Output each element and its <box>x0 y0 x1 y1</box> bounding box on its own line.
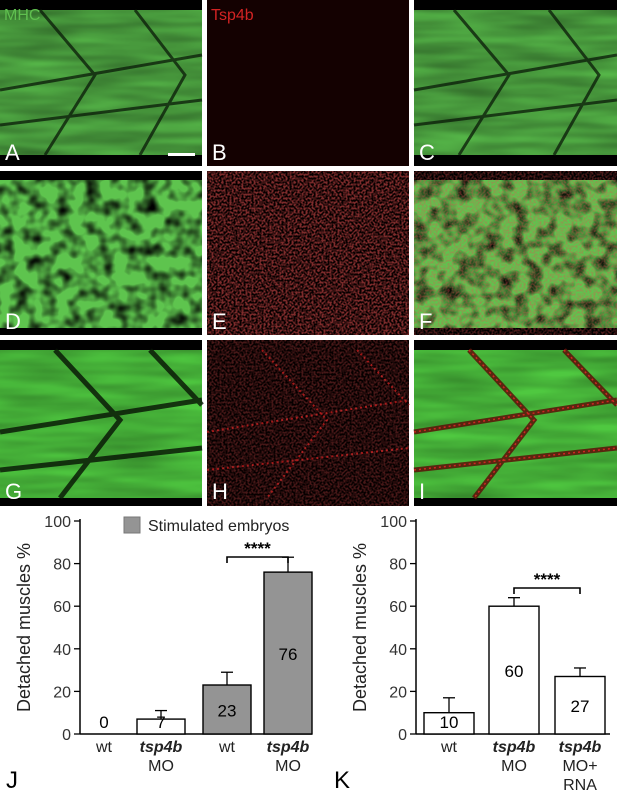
panel-letter-a: A <box>5 140 20 165</box>
chart-j-significance-bracket <box>226 556 289 563</box>
myosepta <box>0 9 203 156</box>
chart-j: 0 20 40 60 80 100 Detached muscles % 0 wt 7 tsp4b M… <box>14 514 313 775</box>
chart-j-category-label-3-1: MO <box>275 758 301 775</box>
chart-j-category-label-1-1: MO <box>148 758 174 775</box>
panel-letter-j: J <box>6 767 18 794</box>
chart-j-value-label-1: 7 <box>156 713 165 732</box>
panel-letter-g: G <box>5 479 22 504</box>
microscopy-grid: MHC Tsp4b A B C D E F G H I <box>0 0 617 506</box>
panel-f <box>414 171 617 335</box>
chart-j-bar-2 <box>202 684 252 735</box>
chart-k-value-label-0: 10 <box>440 713 459 732</box>
panel-letter-b: B <box>212 140 227 165</box>
panel-b <box>207 0 409 166</box>
chart-k-y-tick-label: 0 <box>398 727 407 744</box>
chart-j-value-label-2: 23 <box>218 702 237 721</box>
panel-e <box>207 171 409 335</box>
chart-j-y-tick-label: 80 <box>53 557 71 574</box>
chart-k-y-axis-label: Detached muscles % <box>350 543 370 712</box>
channel-label-tsp4b: Tsp4b <box>211 7 254 24</box>
chart-k-y-tick-label: 60 <box>389 599 407 616</box>
chart-k: 0 20 40 60 80 100 Detached muscles % 10 wt 60 tsp4… <box>350 514 610 794</box>
chart-j-y-tick-label: 0 <box>62 727 71 744</box>
chart-k-category-label-2-1: MO+ <box>562 758 597 775</box>
chart-k-category-label-2-2: RNA <box>563 777 597 794</box>
panel-letter-e: E <box>212 309 227 334</box>
chart-j-value-label-3: 76 <box>279 645 298 664</box>
chart-k-category-label-1-1: MO <box>501 758 527 775</box>
chart-k-y-tick-label: 20 <box>389 684 407 701</box>
chart-k-category-label-1-0: tsp4b <box>493 739 536 756</box>
chart-j-y-tick-label: 20 <box>53 684 71 701</box>
panel-letter-h: H <box>212 479 228 504</box>
chart-k-y-tick-label: 40 <box>389 642 407 659</box>
panel-letter-k: K <box>334 767 350 794</box>
chart-j-legend-swatch <box>123 516 141 534</box>
chart-k-value-label-1: 60 <box>505 662 524 681</box>
panel-c <box>413 0 617 166</box>
chart-k-category-label-0-0: wt <box>440 739 458 756</box>
panel-letter-i: I <box>419 479 425 504</box>
chart-j-y-tick-label: 40 <box>53 642 71 659</box>
chart-k-value-label-2: 27 <box>571 697 590 716</box>
chart-k-significance-label: **** <box>534 570 561 589</box>
chart-j-category-label-1-0: tsp4b <box>140 739 183 756</box>
fiber-striation <box>0 10 202 155</box>
panel-letter-f: F <box>419 309 432 334</box>
chart-k-category-label-2-0: tsp4b <box>559 739 602 756</box>
panel-d <box>0 171 202 335</box>
chart-j-category-label-0-0: wt <box>95 739 113 756</box>
chart-j-value-label-0: 0 <box>99 713 108 732</box>
chart-j-y-tick-label: 60 <box>53 599 71 616</box>
chart-j-legend-label: Stimulated embryos <box>148 518 289 535</box>
chart-j-category-label-2-0: wt <box>218 739 236 756</box>
chart-k-bar-1 <box>488 605 540 735</box>
panel-a <box>0 0 203 166</box>
chart-k-significance-bracket <box>513 587 581 594</box>
chart-k-y-tick-label: 80 <box>389 557 407 574</box>
panel-i <box>413 340 617 506</box>
chart-k-y-tick-label: 100 <box>380 514 407 531</box>
channel-label-mhc: MHC <box>4 7 40 24</box>
panel-h <box>206 340 410 506</box>
chart-j-y-tick-label: 100 <box>44 514 71 531</box>
panel-letter-d: D <box>5 309 21 334</box>
scale-bar <box>168 153 195 156</box>
chart-j-y-axis-label: Detached muscles % <box>14 543 34 712</box>
panel-g <box>0 340 204 506</box>
chart-j-significance-label: **** <box>244 539 271 558</box>
chart-k-bar-2 <box>554 675 606 735</box>
chart-j-bar-3 <box>263 571 313 735</box>
chart-j-category-label-3-0: tsp4b <box>267 739 310 756</box>
panel-letter-c: C <box>419 140 435 165</box>
